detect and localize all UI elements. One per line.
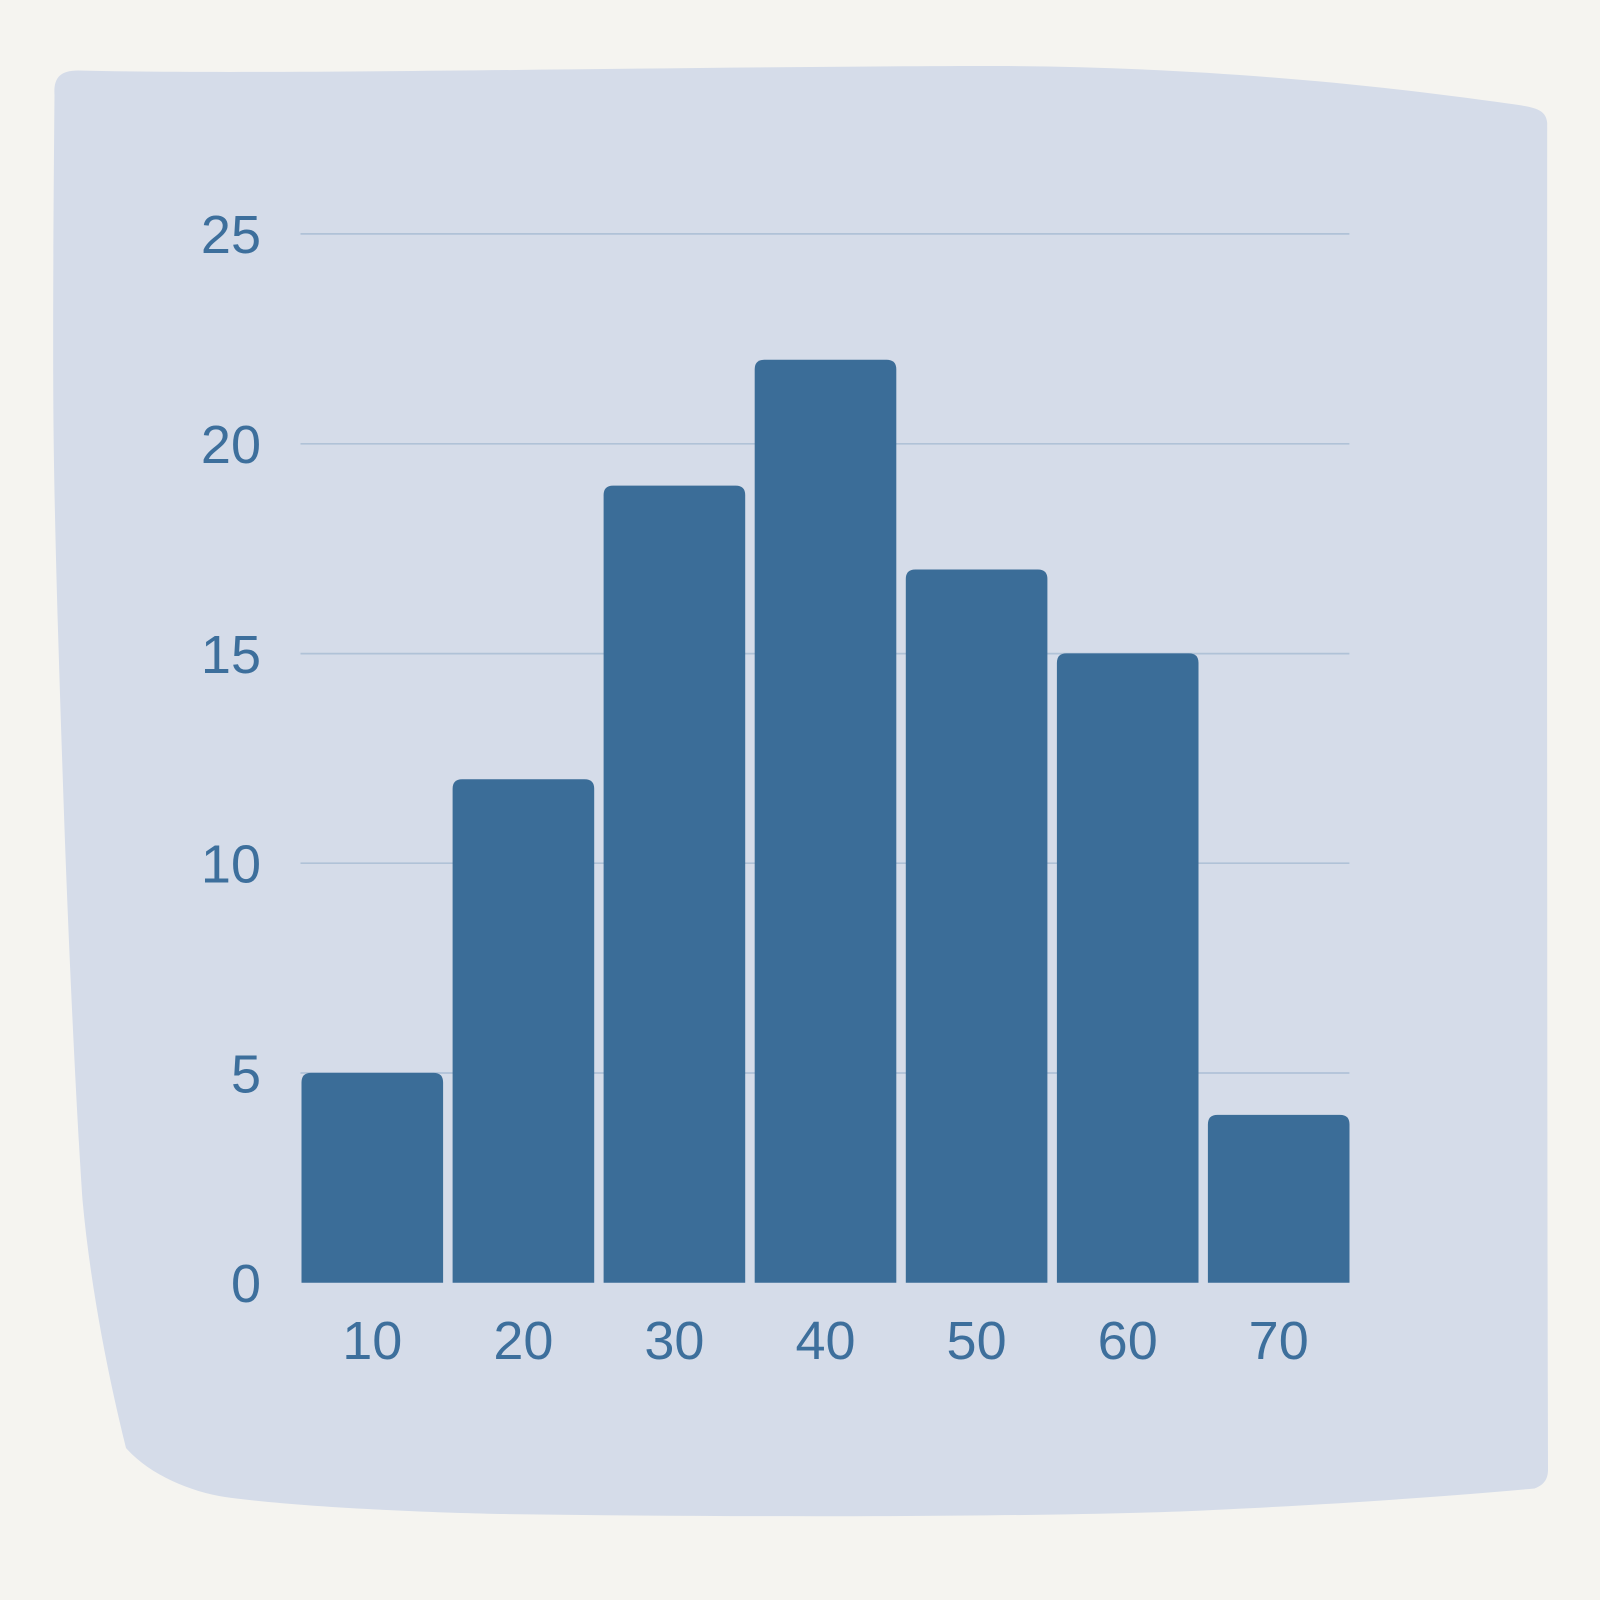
svg-text:20: 20 [201, 415, 261, 475]
svg-text:10: 10 [342, 1311, 402, 1371]
svg-text:10: 10 [201, 835, 261, 895]
svg-text:25: 25 [201, 205, 261, 265]
svg-text:5: 5 [231, 1044, 261, 1104]
svg-text:50: 50 [947, 1311, 1007, 1371]
svg-text:15: 15 [201, 625, 261, 685]
svg-text:60: 60 [1098, 1311, 1158, 1371]
svg-text:20: 20 [493, 1311, 553, 1371]
svg-text:0: 0 [231, 1254, 261, 1314]
svg-text:30: 30 [644, 1311, 704, 1371]
svg-text:40: 40 [795, 1311, 855, 1371]
svg-text:70: 70 [1249, 1311, 1309, 1371]
